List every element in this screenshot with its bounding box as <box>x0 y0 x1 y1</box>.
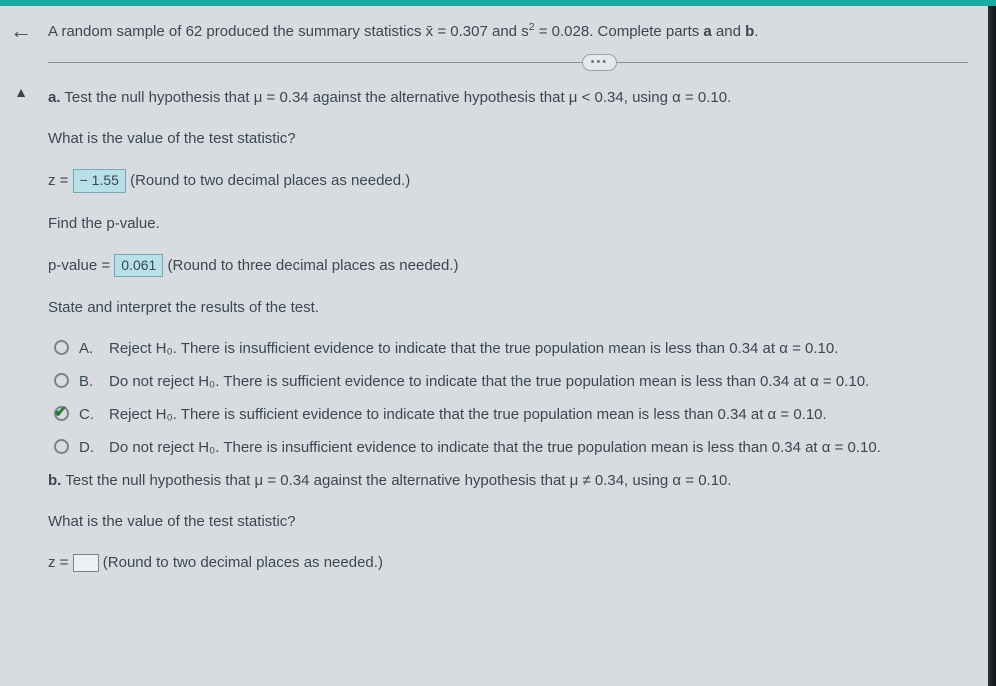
option-label: D. <box>79 437 99 458</box>
option-label: A. <box>79 338 99 359</box>
option-label: C. <box>79 404 99 425</box>
question-content: A random sample of 62 produced the summa… <box>42 6 988 686</box>
right-frame-edge <box>988 6 996 686</box>
part-b-question1: b. Test the null hypothesis that μ = 0.3… <box>48 470 968 491</box>
option-label: B. <box>79 371 99 392</box>
problem-intro: A random sample of 62 produced the summa… <box>48 20 968 63</box>
option-c[interactable]: C. Reject H₀. There is sufficient eviden… <box>48 404 968 425</box>
part-b: b. Test the null hypothesis that μ = 0.3… <box>48 470 968 573</box>
part-a-question4: State and interpret the results of the t… <box>48 297 968 318</box>
option-text: Do not reject H₀. There is sufficient ev… <box>109 371 968 392</box>
option-b[interactable]: B. Do not reject H₀. There is sufficient… <box>48 371 968 392</box>
option-text: Reject H₀. There is insufficient evidenc… <box>109 338 968 359</box>
option-a[interactable]: A. Reject H₀. There is insufficient evid… <box>48 338 968 359</box>
option-text: Reject H₀. There is sufficient evidence … <box>109 404 968 425</box>
radio-a[interactable] <box>54 340 69 355</box>
part-a: a. Test the null hypothesis that μ = 0.3… <box>48 87 968 458</box>
main-container: ← ▲ A random sample of 62 produced the s… <box>0 6 996 686</box>
z-value-input[interactable]: − 1.55 <box>73 169 126 193</box>
p-value-input[interactable]: 0.061 <box>114 254 163 278</box>
part-a-question2: What is the value of the test statistic? <box>48 128 968 149</box>
part-a-question3: Find the p-value. <box>48 213 968 234</box>
left-nav-column: ← ▲ <box>0 6 42 686</box>
part-b-z-line: z = (Round to two decimal places as need… <box>48 552 968 573</box>
part-a-question1: a. Test the null hypothesis that μ = 0.3… <box>48 87 968 108</box>
radio-d[interactable] <box>54 439 69 454</box>
intro-text: A random sample of 62 produced the summa… <box>48 23 758 40</box>
z-value-input-empty[interactable] <box>73 554 99 572</box>
expand-pill-icon[interactable]: ••• <box>582 54 618 71</box>
option-text: Do not reject H₀. There is insufficient … <box>109 437 968 458</box>
radio-b[interactable] <box>54 373 69 388</box>
back-arrow-icon[interactable]: ← <box>10 18 32 44</box>
flag-icon[interactable]: ▲ <box>14 84 28 100</box>
part-b-question2: What is the value of the test statistic? <box>48 511 968 532</box>
z-statistic-line: z = − 1.55 (Round to two decimal places … <box>48 169 968 193</box>
radio-c[interactable] <box>54 406 69 421</box>
answer-options: A. Reject H₀. There is insufficient evid… <box>48 338 968 458</box>
option-d[interactable]: D. Do not reject H₀. There is insufficie… <box>48 437 968 458</box>
p-value-line: p-value = 0.061 (Round to three decimal … <box>48 254 968 278</box>
